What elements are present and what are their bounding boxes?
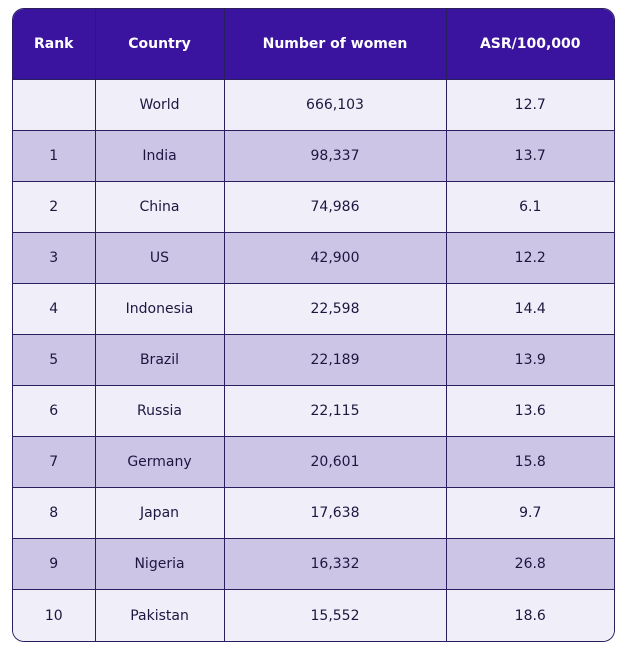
- number-of-women-cell: 15,552: [223, 589, 446, 641]
- number-of-women-cell: 16,332: [223, 538, 446, 590]
- rank-cell: 9: [13, 538, 95, 590]
- rank-cell: 4: [13, 282, 95, 335]
- rank-cell: 10: [13, 589, 95, 641]
- table-row: 6 Russia 22,115 13.6: [13, 384, 614, 437]
- asr-cell: 18.6: [445, 589, 614, 641]
- table-row: 10 Pakistan 15,552 18.6: [13, 589, 614, 641]
- data-table-container: Rank Country Number of women ASR/100,000…: [12, 8, 615, 642]
- rank-cell: 2: [13, 180, 95, 233]
- asr-cell: 12.2: [445, 231, 614, 284]
- number-of-women-cell: 74,986: [223, 180, 446, 233]
- table-row: 8 Japan 17,638 9.7: [13, 487, 614, 539]
- country-cell: Russia: [94, 384, 224, 437]
- cancer-incidence-table: Rank Country Number of women ASR/100,000…: [13, 9, 614, 641]
- rank-cell: [13, 78, 95, 131]
- table-row: 4 Indonesia 22,598 14.4: [13, 282, 614, 335]
- number-of-women-cell: 17,638: [223, 487, 446, 539]
- table-row: World 666,103 12.7: [13, 78, 614, 131]
- asr-cell: 12.7: [445, 78, 614, 131]
- country-cell: Japan: [94, 487, 224, 539]
- country-cell: India: [94, 129, 224, 182]
- asr-cell: 13.9: [445, 333, 614, 386]
- asr-cell: 9.7: [445, 487, 614, 539]
- number-of-women-cell: 98,337: [223, 129, 446, 182]
- country-cell: China: [94, 180, 224, 233]
- number-of-women-cell: 22,189: [223, 333, 446, 386]
- asr-cell: 15.8: [445, 436, 614, 488]
- country-cell: Indonesia: [94, 282, 224, 335]
- column-header-country: Country: [94, 9, 224, 79]
- column-header-asr: ASR/100,000: [445, 9, 614, 79]
- country-cell: Nigeria: [94, 538, 224, 590]
- table-row: 1 India 98,337 13.7: [13, 129, 614, 182]
- number-of-women-cell: 22,598: [223, 282, 446, 335]
- table-row: 3 US 42,900 12.2: [13, 231, 614, 284]
- number-of-women-cell: 22,115: [223, 384, 446, 437]
- asr-cell: 13.7: [445, 129, 614, 182]
- rank-cell: 6: [13, 384, 95, 437]
- rank-cell: 7: [13, 436, 95, 488]
- country-cell: Brazil: [94, 333, 224, 386]
- country-cell: Pakistan: [94, 589, 224, 641]
- rank-cell: 5: [13, 333, 95, 386]
- asr-cell: 13.6: [445, 384, 614, 437]
- rank-cell: 3: [13, 231, 95, 284]
- country-cell: World: [94, 78, 224, 131]
- asr-cell: 6.1: [445, 180, 614, 233]
- column-header-number-of-women: Number of women: [223, 9, 446, 79]
- rank-cell: 1: [13, 129, 95, 182]
- number-of-women-cell: 666,103: [223, 78, 446, 131]
- table-row: 9 Nigeria 16,332 26.8: [13, 538, 614, 590]
- asr-cell: 26.8: [445, 538, 614, 590]
- table-row: 5 Brazil 22,189 13.9: [13, 333, 614, 386]
- country-cell: Germany: [94, 436, 224, 488]
- number-of-women-cell: 20,601: [223, 436, 446, 488]
- table-header-row: Rank Country Number of women ASR/100,000: [13, 9, 614, 79]
- table-row: 2 China 74,986 6.1: [13, 180, 614, 233]
- rank-cell: 8: [13, 487, 95, 539]
- number-of-women-cell: 42,900: [223, 231, 446, 284]
- column-header-rank: Rank: [13, 9, 95, 79]
- table-row: 7 Germany 20,601 15.8: [13, 436, 614, 488]
- table-body: World 666,103 12.7 1 India 98,337 13.7 2 China 74…: [13, 78, 614, 641]
- asr-cell: 14.4: [445, 282, 614, 335]
- country-cell: US: [94, 231, 224, 284]
